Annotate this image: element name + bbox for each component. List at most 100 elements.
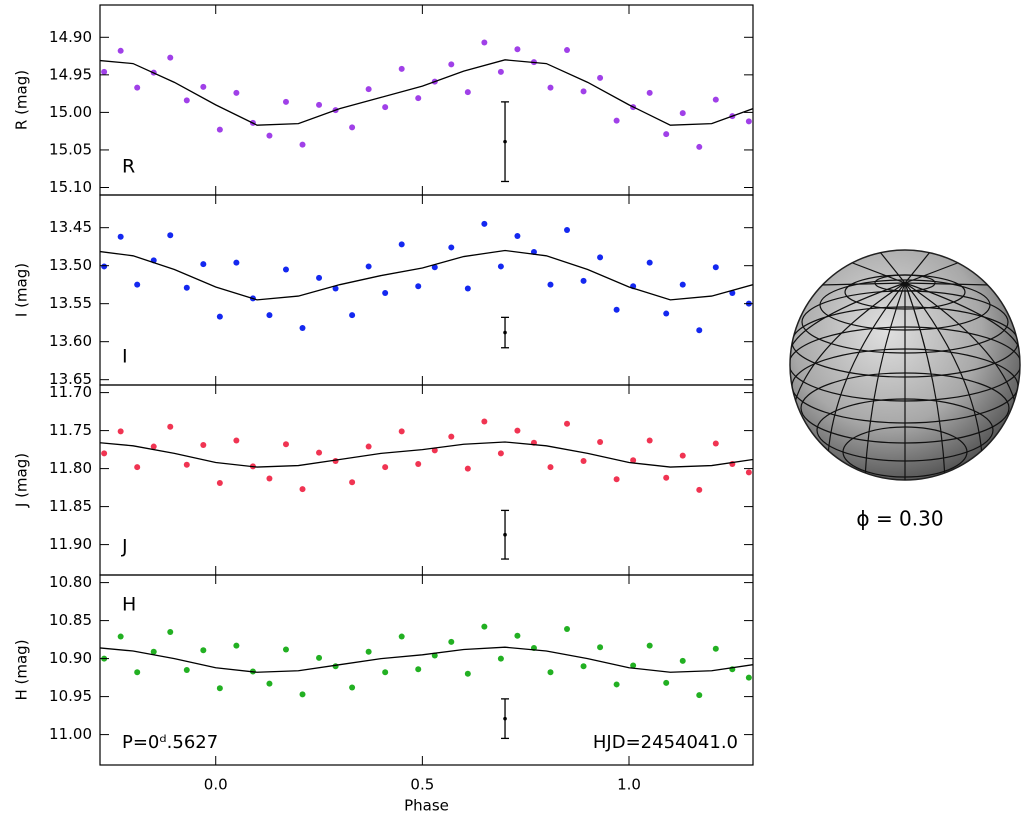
data-point: [398, 428, 405, 435]
data-point: [150, 443, 157, 450]
data-point: [183, 461, 190, 468]
data-point: [646, 437, 653, 444]
data-point: [497, 655, 504, 662]
y-axis-label: J (mag): [13, 453, 31, 508]
data-point: [431, 652, 438, 659]
y-tick-label: 15.00: [49, 103, 92, 121]
data-point: [167, 629, 174, 635]
data-point: [117, 633, 124, 640]
data-point: [712, 264, 719, 271]
data-point: [613, 306, 620, 313]
data-point: [646, 89, 653, 96]
data-point: [282, 98, 289, 105]
data-point: [431, 447, 438, 454]
data-point: [580, 458, 587, 464]
error-bar: [501, 509, 510, 560]
data-point: [630, 457, 637, 464]
data-point: [365, 263, 372, 270]
data-point: [299, 141, 306, 148]
data-point: [349, 684, 356, 691]
data-point: [332, 285, 339, 292]
y-tick-label: 14.95: [49, 65, 92, 83]
data-point: [365, 86, 372, 93]
data-point: [547, 464, 554, 471]
data-point: [696, 143, 703, 150]
y-tick-label: 11.90: [49, 535, 92, 553]
plot-area: [100, 220, 753, 334]
y-tick-label: 13.55: [49, 294, 92, 312]
data-point: [564, 420, 571, 427]
data-point: [630, 662, 637, 669]
y-tick-label: 13.45: [49, 218, 92, 236]
data-point: [663, 310, 670, 317]
data-point: [117, 233, 124, 240]
data-point: [696, 327, 703, 334]
data-point: [547, 281, 554, 288]
data-point: [200, 442, 207, 449]
plot-area: [100, 418, 753, 493]
model-curve: [100, 249, 753, 301]
model-curve: [100, 441, 753, 468]
data-point: [299, 691, 306, 698]
band-label: J: [121, 536, 128, 558]
data-point: [679, 452, 686, 459]
data-point: [580, 88, 587, 95]
data-point: [745, 469, 752, 476]
plot-area: [100, 39, 753, 150]
panel-frame: [99, 384, 754, 576]
data-point: [564, 47, 571, 54]
data-point: [349, 479, 356, 486]
y-axis-label: I (mag): [13, 263, 31, 317]
data-point: [597, 254, 604, 261]
data-point: [266, 475, 273, 482]
data-point: [398, 65, 405, 72]
y-tick-label: 11.00: [49, 725, 92, 743]
annotation: P=0ᵈ.5627: [122, 732, 218, 753]
data-point: [117, 428, 124, 435]
data-point: [365, 443, 372, 450]
data-point: [134, 669, 141, 676]
band-label: I: [122, 346, 128, 368]
y-tick-label: 11.80: [49, 459, 92, 477]
y-tick-label: 13.65: [49, 370, 92, 388]
error-bar: [501, 101, 510, 183]
data-point: [183, 284, 190, 291]
band-label: H: [122, 594, 136, 616]
data-point: [745, 674, 752, 681]
data-point: [580, 663, 587, 670]
data-point: [547, 84, 554, 91]
data-point: [167, 54, 174, 61]
data-point: [101, 68, 108, 75]
data-point: [183, 97, 190, 104]
data-point: [415, 461, 422, 468]
data-point: [316, 274, 323, 281]
data-point: [679, 281, 686, 288]
data-point: [729, 290, 736, 297]
error-bar-center: [503, 139, 507, 144]
data-point: [514, 46, 521, 53]
data-point: [101, 450, 108, 457]
data-point: [382, 464, 389, 471]
data-point: [282, 441, 289, 448]
data-point: [101, 263, 108, 270]
data-point: [497, 450, 504, 457]
panel-frame: [99, 194, 754, 386]
data-point: [266, 132, 273, 139]
data-point: [316, 101, 323, 108]
data-point: [597, 439, 604, 445]
data-point: [233, 259, 240, 266]
model-curve: [100, 646, 753, 673]
error-bar-center: [503, 330, 507, 335]
y-axis-label: H (mag): [13, 639, 31, 700]
y-tick-label: 10.80: [49, 573, 92, 591]
data-point: [580, 277, 587, 284]
data-point: [134, 464, 141, 471]
data-point: [431, 264, 438, 271]
data-point: [266, 312, 273, 319]
data-point: [233, 437, 240, 444]
data-point: [448, 244, 455, 251]
data-point: [481, 418, 488, 425]
data-point: [117, 47, 124, 54]
data-point: [167, 423, 174, 430]
